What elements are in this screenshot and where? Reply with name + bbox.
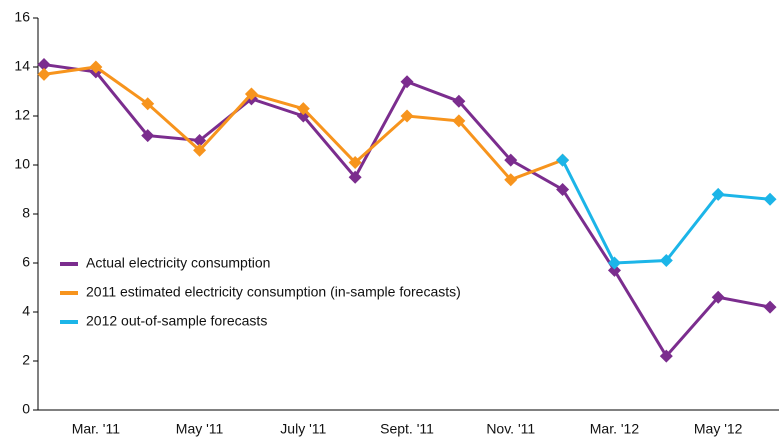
point-marker: [193, 134, 207, 147]
y-tick-label: 2: [22, 352, 30, 368]
point-marker: [296, 102, 310, 116]
point-marker: [452, 114, 466, 128]
point-marker: [607, 256, 621, 270]
point-marker: [348, 156, 362, 170]
series-line: [561, 159, 771, 265]
point-marker: [763, 300, 777, 314]
y-tick-label: 8: [22, 205, 30, 221]
y-tick-label: 14: [14, 58, 30, 74]
point-marker: [244, 87, 258, 101]
x-tick-label: Mar. '12: [590, 421, 640, 437]
point-marker: [37, 58, 51, 72]
point-marker: [504, 153, 518, 167]
y-tick-label: 6: [22, 254, 30, 270]
legend-label: 2011 estimated electricity consumption (…: [86, 284, 461, 300]
series-line: [43, 65, 564, 182]
point-marker: [711, 290, 725, 304]
legend-label: 2012 out-of-sample forecasts: [86, 313, 267, 329]
y-tick-label: 12: [14, 107, 30, 123]
point-marker: [452, 94, 466, 108]
x-tick-label: Nov. '11: [486, 421, 535, 437]
x-tick-label: Mar. '11: [72, 421, 121, 437]
point-marker: [607, 263, 621, 277]
point-marker: [659, 254, 673, 268]
point-marker: [400, 75, 414, 89]
point-marker: [763, 192, 777, 206]
point-marker: [556, 183, 570, 196]
legend-label: Actual electricity consumption: [86, 255, 270, 271]
point-marker: [141, 97, 155, 111]
point-marker: [504, 173, 518, 187]
point-marker: [400, 109, 414, 123]
x-tick-label: July '11: [280, 421, 326, 437]
y-tick-label: 16: [14, 9, 30, 25]
point-marker: [141, 129, 155, 143]
x-tick-label: Sept. '11: [380, 421, 434, 437]
x-tick-label: May '12: [694, 421, 743, 437]
x-tick-label: May '11: [176, 421, 224, 437]
y-tick-label: 0: [22, 401, 30, 417]
y-tick-label: 10: [14, 156, 30, 172]
point-marker: [556, 153, 570, 167]
point-marker: [89, 60, 103, 74]
point-marker: [348, 170, 362, 184]
point-marker: [659, 349, 673, 363]
point-marker: [711, 187, 725, 201]
point-marker: [37, 67, 51, 81]
y-tick-label: 4: [22, 303, 30, 319]
point-marker: [193, 143, 207, 157]
